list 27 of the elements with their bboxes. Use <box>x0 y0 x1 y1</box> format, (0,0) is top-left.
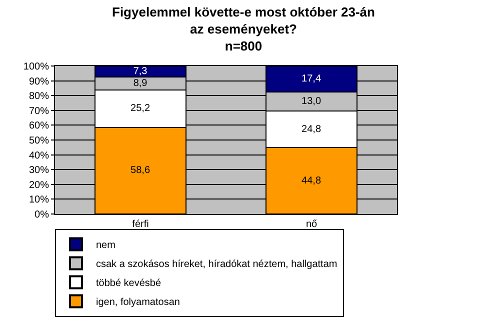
y-tick-label: 60% <box>28 120 50 132</box>
data-label: 13,0 <box>302 96 322 107</box>
y-tick-label: 30% <box>28 165 50 176</box>
x-tick-label: nő <box>306 219 318 230</box>
chart-title: Figyelemmel követte-e most október 23-án az eseményeket? <box>112 4 376 36</box>
data-label: 58,6 <box>130 165 150 176</box>
data-label: 24,8 <box>302 124 322 135</box>
chart-subtitle: n=800 <box>224 38 262 54</box>
x-tick-label: férfi <box>132 219 149 230</box>
data-label: 8,9 <box>133 78 148 89</box>
y-tick-label: 80% <box>28 91 50 102</box>
y-tick-label: 20% <box>28 180 50 191</box>
y-tick-label: 10% <box>28 194 50 206</box>
y-tick-label: 70% <box>28 106 50 117</box>
data-label: 44,8 <box>302 175 322 186</box>
legend-label: többé kevésbé <box>96 278 162 290</box>
y-tick-label: 90% <box>28 76 50 88</box>
data-label: 7,3 <box>133 66 148 77</box>
y-tick-label: 50% <box>28 136 50 146</box>
data-label: 17,4 <box>302 73 322 84</box>
data-label: 25,2 <box>130 103 150 114</box>
y-tick-label: 40% <box>28 150 50 162</box>
y-tick-label: 100% <box>23 62 50 72</box>
legend-label: csak a szokásos híreket, híradókat néztem, hallgattam <box>96 259 338 270</box>
legend-label: igen, folyamatosan <box>96 297 180 308</box>
y-tick-label: 0% <box>34 210 50 220</box>
legend-label: nem <box>96 240 116 252</box>
